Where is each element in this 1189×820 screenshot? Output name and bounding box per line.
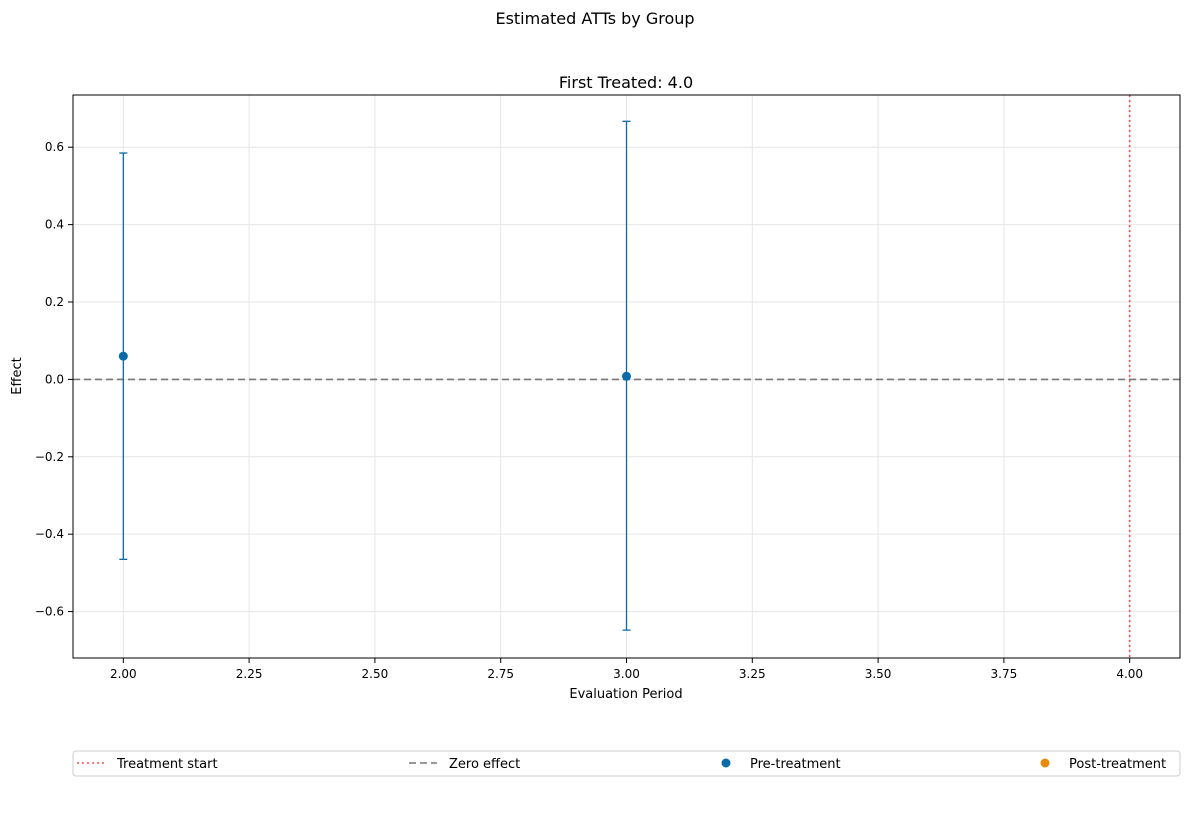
legend-swatch-marker [721, 758, 731, 768]
legend-swatch-marker [1040, 758, 1050, 768]
x-tick-label: 3.50 [865, 667, 892, 681]
y-tick-label: 0.4 [45, 218, 64, 232]
x-tick-label: 3.75 [991, 667, 1018, 681]
x-tick-label: 2.50 [362, 667, 389, 681]
chart-suptitle: Estimated ATTs by Group [495, 9, 694, 28]
y-tick-label: 0.2 [45, 295, 64, 309]
legend-box [72, 750, 1181, 777]
data-point [622, 371, 631, 381]
x-tick-label: 2.00 [110, 667, 137, 681]
data-point [118, 351, 128, 361]
chart-title: First Treated: 4.0 [559, 73, 693, 92]
x-axis-label: Evaluation Period [569, 687, 682, 702]
legend-label: Pre-treatment [750, 757, 841, 772]
y-tick-label: 0.0 [45, 372, 64, 386]
legend-label: Zero effect [449, 757, 520, 772]
data-points [118, 351, 631, 381]
x-tick-label: 2.75 [487, 667, 514, 681]
y-tick-label: −0.4 [35, 527, 64, 541]
y-tick-label: −0.6 [35, 605, 64, 619]
y-axis-label: Effect [10, 357, 25, 394]
y-tick-label: −0.2 [35, 450, 64, 464]
legend-label: Treatment start [116, 757, 218, 772]
x-tick-label: 2.25 [236, 667, 263, 681]
legend-label: Post-treatment [1069, 757, 1166, 772]
y-axis-ticks: −0.6 −0.4 −0.2 0.0 0.2 0.4 0.6 [35, 140, 73, 619]
x-tick-label: 3.00 [613, 667, 640, 681]
x-axis-ticks: 2.00 2.25 2.50 2.75 3.00 3.25 3.50 3.75 4.00 [110, 658, 1143, 681]
x-tick-label: 4.00 [1116, 667, 1143, 681]
y-tick-label: 0.6 [45, 140, 64, 154]
legend: Treatment start Zero effect Pre-treatment P… [72, 750, 1181, 777]
x-tick-label: 3.25 [739, 667, 766, 681]
